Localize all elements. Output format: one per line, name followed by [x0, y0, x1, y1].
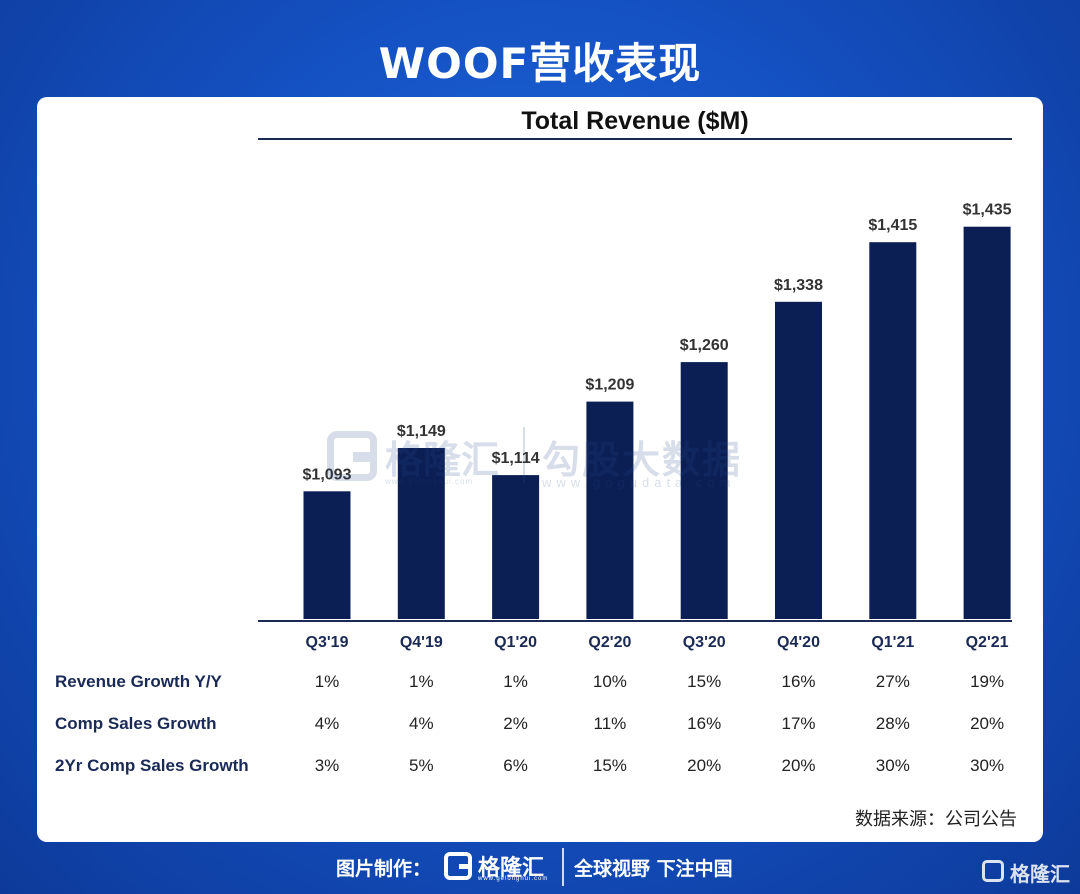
- x-tick-label: Q3'20: [683, 634, 726, 651]
- chart-title: Total Revenue ($M): [521, 107, 749, 135]
- metric-cell: 1%: [409, 672, 434, 691]
- metric-label: Comp Sales Growth: [55, 714, 217, 733]
- footer-brand-url: www.gelonghui.com: [478, 876, 549, 882]
- metric-row: Revenue Growth Y/Y 1% 1% 1% 10% 15% 16% 27% 19%: [37, 672, 1043, 696]
- metric-cell: 3%: [314, 756, 340, 775]
- footer-brand-name: 格隆汇: [478, 856, 545, 881]
- bar-Q221: [963, 226, 1011, 619]
- x-tick-label: Q2'21: [966, 634, 1009, 651]
- metric-cell: 2%: [503, 714, 528, 733]
- metric-cell: 1%: [314, 672, 340, 691]
- footer: 图片制作： 格隆汇 www.gelonghui.com 全球视野 下注中国 格隆…: [0, 846, 1080, 894]
- corner-g-logo-icon: [982, 860, 1004, 882]
- corner-brand-name: 格隆汇: [1010, 862, 1070, 886]
- data-label: $1,114: [492, 450, 540, 467]
- metric-cell: 16%: [687, 714, 722, 733]
- metric-cell: 19%: [970, 672, 1005, 691]
- metric-cell: 28%: [875, 714, 910, 733]
- footer-divider: [562, 848, 564, 886]
- x-tick-label: Q3'19: [306, 634, 349, 651]
- gelonghui-logo-icon: [444, 852, 472, 880]
- bar-Q419: [397, 448, 445, 619]
- page-title: WOOF营收表现: [378, 39, 702, 88]
- metric-label: Revenue Growth Y/Y: [55, 672, 222, 691]
- metric-cell: 6%: [503, 756, 528, 775]
- bar-Q320: [680, 362, 728, 619]
- data-label: $1,415: [868, 217, 917, 234]
- metric-row: Comp Sales Growth 4% 4% 2% 11% 16% 17% 28% 20%: [37, 714, 1043, 738]
- data-label: $1,338: [774, 277, 823, 294]
- x-tick-label: Q1'20: [494, 634, 537, 651]
- metric-cell: 30%: [875, 756, 910, 775]
- bar-Q420: [775, 301, 822, 619]
- corner-logo: 格隆汇: [982, 856, 1074, 886]
- bar-Q319: [303, 491, 351, 619]
- footer-brand-logo: 格隆汇 www.gelonghui.com: [444, 850, 554, 884]
- footer-slogan: 全球视野 下注中国: [574, 858, 733, 880]
- metric-cell: 20%: [781, 756, 816, 775]
- title-rule: [258, 138, 1012, 140]
- x-tick-label: Q1'21: [871, 634, 914, 651]
- x-tick-label: Q2'20: [588, 634, 631, 651]
- metric-cell: 10%: [592, 672, 627, 691]
- footer-credit: 图片制作：: [336, 858, 432, 880]
- data-label: $1,260: [680, 337, 729, 354]
- metric-cell: 11%: [593, 714, 627, 733]
- revenue-bar-chart: $1,093 $1,149 $1,114 $1,209 $1,260 $1,338 $1,4…: [258, 202, 1012, 651]
- metric-cell: 20%: [970, 714, 1005, 733]
- bar-Q220: [586, 401, 634, 619]
- metric-cell: 27%: [875, 672, 910, 691]
- metric-cell: 4%: [314, 714, 340, 733]
- data-label: $1,149: [397, 423, 446, 440]
- metric-label: 2Yr Comp Sales Growth: [55, 756, 249, 775]
- metric-cell: 5%: [409, 756, 434, 775]
- metric-cell: 17%: [781, 714, 816, 733]
- data-label: $1,093: [303, 466, 352, 483]
- data-label: $1,435: [963, 202, 1012, 219]
- metric-cell: 15%: [687, 672, 722, 691]
- metric-row: 2Yr Comp Sales Growth 3% 5% 6% 15% 20% 20% 30% 3…: [37, 756, 1043, 780]
- x-tick-label: Q4'19: [400, 634, 443, 651]
- metric-cell: 4%: [409, 714, 434, 733]
- metric-cell: 16%: [781, 672, 816, 691]
- bar-Q120: [492, 475, 540, 619]
- source-note: 数据来源：公司公告: [855, 809, 1017, 830]
- metric-cell: 20%: [687, 756, 722, 775]
- metric-cell: 30%: [970, 756, 1005, 775]
- metric-cell: 1%: [503, 672, 528, 691]
- metric-cell: 15%: [592, 756, 627, 775]
- data-label: $1,209: [585, 377, 634, 394]
- x-tick-label: Q4'20: [777, 634, 820, 651]
- chart-card: Total Revenue ($M) $1,093 $1,149 $1,114 $1,…: [37, 97, 1043, 842]
- bar-Q121: [869, 242, 917, 619]
